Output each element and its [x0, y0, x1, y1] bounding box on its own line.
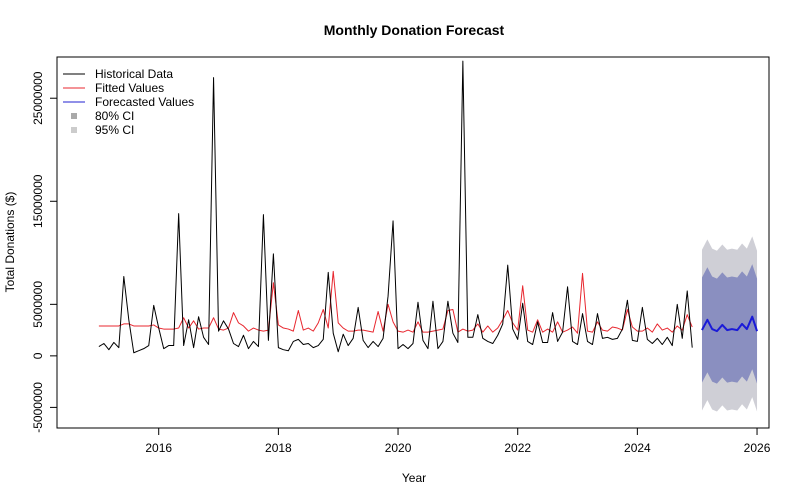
y-tick-label: -5000000: [31, 382, 45, 433]
x-tick-label: 2018: [265, 441, 292, 455]
y-axis-label: Total Donations ($): [3, 192, 17, 293]
chart-title: Monthly Donation Forecast: [324, 22, 505, 38]
legend-label-forecast: Forecasted Values: [95, 95, 194, 109]
historical-data-line: [98, 60, 693, 354]
x-axis-label: Year: [402, 471, 426, 485]
x-tick-label: 2022: [504, 441, 531, 455]
legend-swatch-ci80: [71, 113, 77, 119]
x-axis: 2016 2018 2020 2022 2024 2026: [145, 427, 771, 455]
legend: Historical Data Fitted Values Forecasted…: [63, 67, 194, 137]
x-tick-label: 2024: [624, 441, 651, 455]
x-tick-label: 2016: [145, 441, 172, 455]
legend-label-ci95: 95% CI: [95, 123, 134, 137]
forecast-line: [701, 315, 758, 333]
y-axis: -5000000 0 5000000 15000000 25000000: [31, 71, 58, 433]
x-tick-label: 2026: [744, 441, 771, 455]
y-tick-label: 15000000: [31, 174, 45, 228]
legend-label-historical: Historical Data: [95, 67, 173, 81]
y-tick-label: 5000000: [31, 281, 45, 328]
y-tick-label: 25000000: [31, 71, 45, 125]
legend-swatch-ci95: [71, 127, 77, 133]
ci80-band-layer: [701, 264, 758, 384]
x-tick-label: 2020: [385, 441, 412, 455]
plot-frame: [56, 56, 770, 429]
legend-label-ci80: 80% CI: [95, 109, 134, 123]
fitted-values-line: [98, 270, 693, 334]
ci80-band: [701, 264, 758, 384]
series-layer: [98, 60, 758, 354]
y-tick-label: 0: [31, 352, 45, 359]
legend-label-fitted: Fitted Values: [95, 81, 164, 95]
